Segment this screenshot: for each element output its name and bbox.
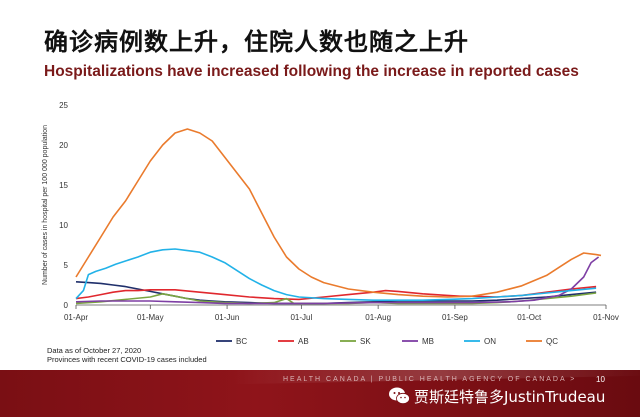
chart-subtitle: Hospitalizations have increased followin… (44, 63, 579, 80)
x-tick-label: 01-Nov (593, 313, 619, 322)
legend-label-qc: QC (546, 337, 558, 346)
x-axis: 01-Apr 01-May 01-Jun 01-Jul 01-Aug 01-Sep 01-O… (64, 304, 619, 322)
y-tick-label: 10 (59, 221, 68, 230)
legend-label-mb: MB (422, 337, 434, 346)
series-line-qc (75, 128, 602, 298)
footer-agency-text: HEALTH CANADA | PUBLIC HEALTH AGENCY OF … (283, 376, 577, 383)
x-tick-label: 01-Aug (365, 313, 391, 322)
series-line-on (75, 248, 597, 301)
watermark: 贾斯廷特鲁多JustinTrudeau (388, 385, 636, 407)
legend-label-on: ON (484, 337, 496, 346)
line-chart: 0 5 10 15 20 25 01-Apr 01-May 01-Jun 01-Jul 01-Au… (42, 101, 619, 346)
x-tick-label: 01-Jul (290, 313, 312, 322)
x-tick-label: 01-Oct (517, 313, 542, 322)
footer-band (0, 370, 640, 417)
legend-label-ab: AB (298, 337, 309, 346)
legend-label-bc: BC (236, 337, 247, 346)
x-tick-label: 01-Apr (64, 313, 88, 322)
y-tick-label: 25 (59, 101, 68, 110)
legend: BC AB SK MB ON QC (216, 337, 558, 346)
series-lines (75, 128, 602, 305)
series-line-ab (75, 285, 597, 301)
y-tick-label: 15 (59, 181, 68, 190)
y-axis-label: Number of cases in hospital per 100 000 … (42, 125, 49, 285)
y-tick-label: 0 (64, 301, 69, 310)
page-number: 10 (596, 375, 605, 384)
series-line-mb (75, 256, 600, 305)
provinces-note: Provinces with recent COVID-19 cases inc… (47, 355, 207, 364)
x-tick-label: 01-Jun (215, 313, 239, 322)
cn-title: 确诊病例数上升，住院人数也随之上升 (44, 28, 469, 56)
y-tick-label: 20 (59, 141, 68, 150)
y-axis: 0 5 10 15 20 25 (59, 101, 68, 310)
chart-notes: Data as of October 27, 2020 Provinces wi… (47, 346, 207, 364)
wechat-icon (389, 387, 410, 405)
x-tick-label: 01-May (137, 313, 164, 322)
y-tick-label: 5 (64, 261, 69, 270)
legend-label-sk: SK (360, 337, 371, 346)
x-tick-label: 01-Sep (442, 313, 468, 322)
data-date-note: Data as of October 27, 2020 (47, 346, 142, 355)
watermark-text: 贾斯廷特鲁多JustinTrudeau (414, 387, 606, 406)
